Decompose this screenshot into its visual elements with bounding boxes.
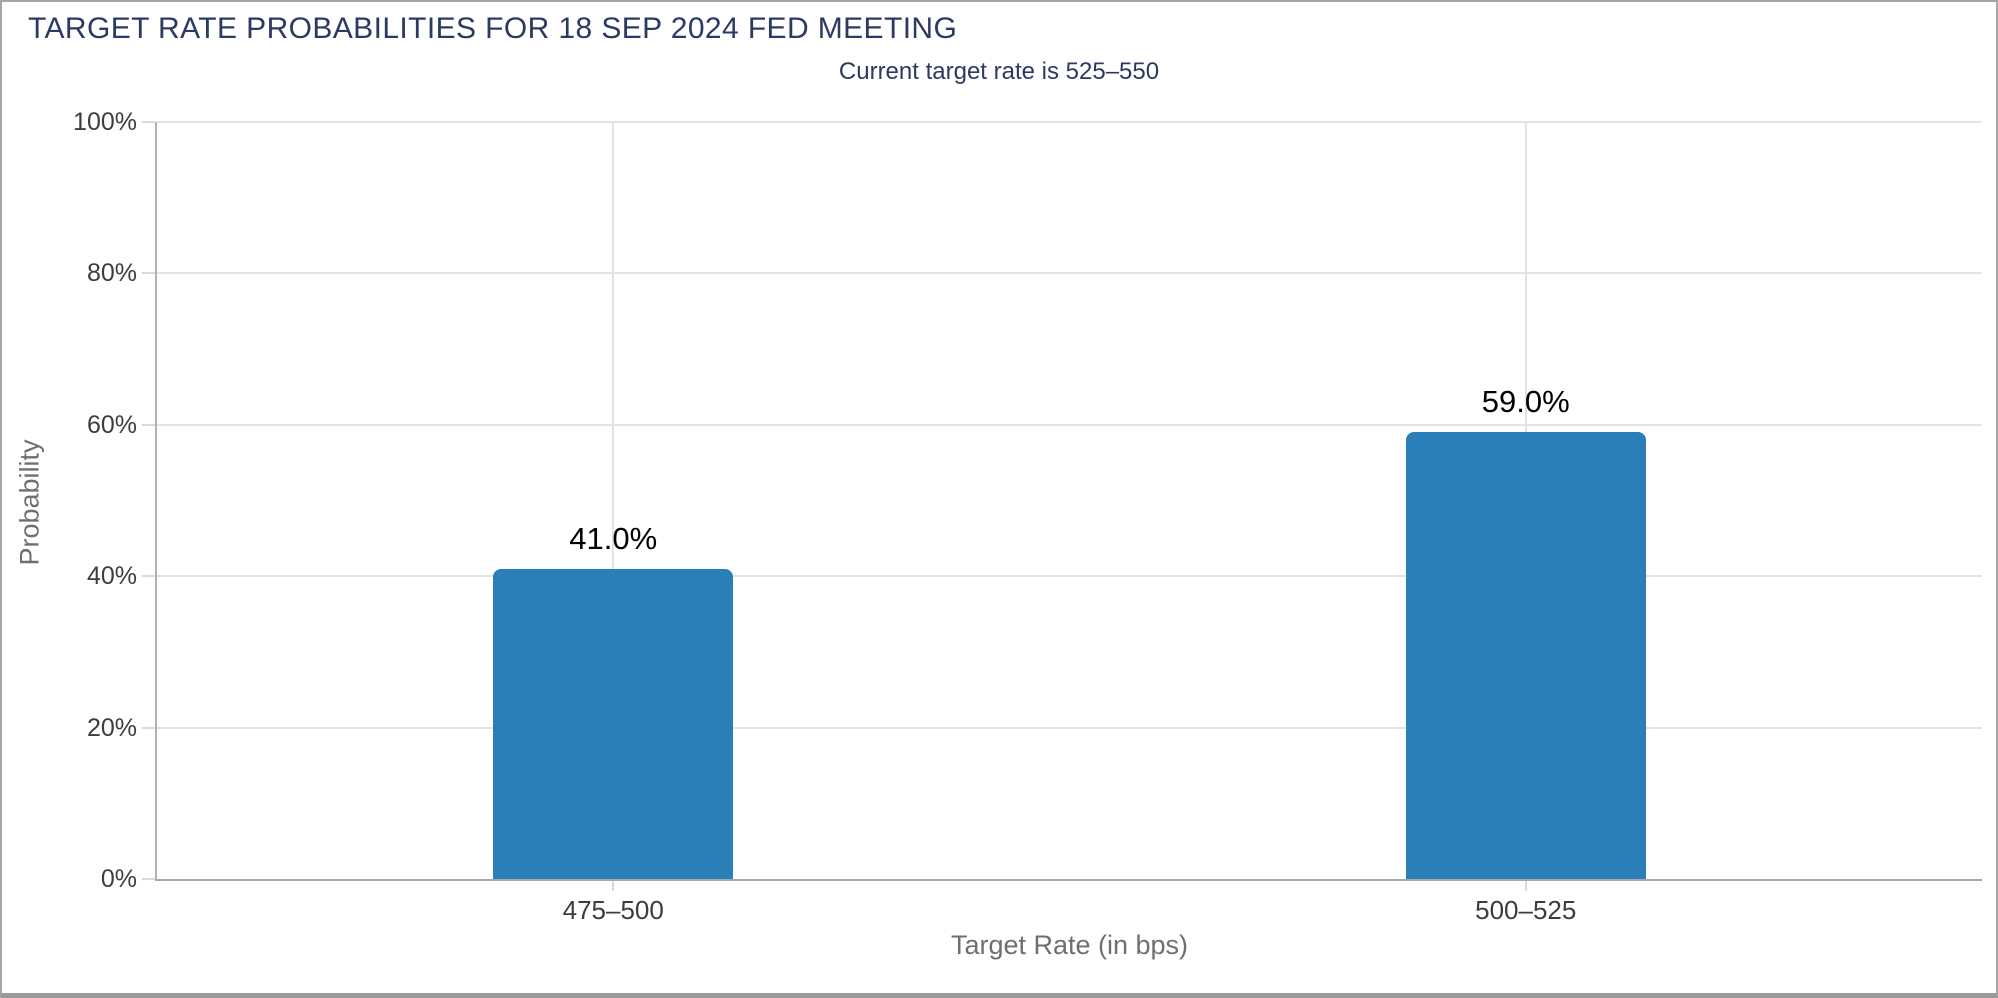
chart-subtitle: Current target rate is 525–550 [838, 58, 1160, 85]
probability-bar-475-500[interactable] [493, 568, 734, 879]
category-gridline [612, 122, 615, 879]
y-tick-mark-60 [142, 423, 155, 426]
bar-value-label: 59.0% [1481, 384, 1570, 420]
bar-value-label: 41.0% [569, 520, 658, 556]
x-category-label: 500–525 [1475, 895, 1577, 925]
gridline-60 [157, 423, 1982, 426]
page-title: TARGET RATE PROBABILITIES FOR 18 SEP 202… [28, 12, 958, 45]
x-axis-line [155, 879, 1982, 881]
gridline-80 [157, 272, 1982, 275]
gridline-100 [157, 121, 1982, 123]
y-tick-label: 60% [86, 410, 137, 439]
x-tick-mark [612, 879, 615, 891]
x-axis-title: Target Rate (in bps) [950, 930, 1189, 960]
probability-bar-500-525[interactable] [1405, 432, 1646, 879]
y-tick-label: 0% [100, 865, 137, 893]
y-tick-label: 80% [86, 259, 137, 288]
y-tick-mark-40 [142, 575, 155, 578]
y-tick-label: 100% [73, 108, 137, 136]
y-tick-mark-100 [142, 121, 155, 123]
y-tick-mark-80 [142, 272, 155, 275]
y-tick-mark-0 [142, 878, 155, 880]
gridline-40 [157, 575, 1982, 578]
y-tick-label: 40% [86, 562, 137, 591]
y-tick-mark-20 [142, 726, 155, 729]
plot-area: 0% 20% 40% 60% 80% 100% 41.0% 475–500 59.0% 500–5… [73, 108, 1982, 925]
x-tick-mark [1524, 879, 1527, 891]
y-tick-label: 20% [86, 713, 137, 742]
gridline-20 [157, 726, 1982, 729]
x-category-label: 475–500 [562, 895, 664, 925]
y-axis-line [155, 122, 157, 879]
